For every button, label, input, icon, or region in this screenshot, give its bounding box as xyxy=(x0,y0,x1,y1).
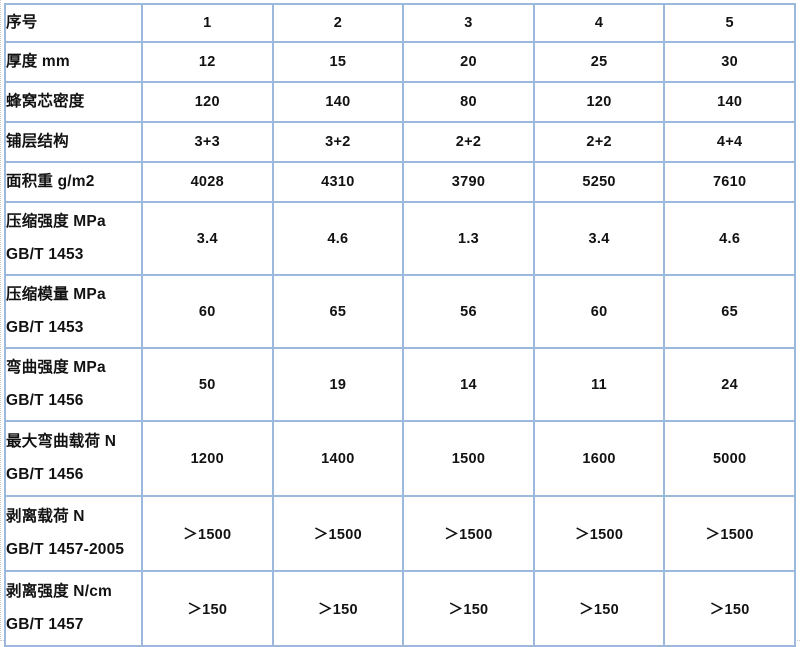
cell-compressive-modulus-3: 56 xyxy=(402,274,535,349)
cell-compressive-modulus-4: 60 xyxy=(532,274,666,349)
row-label-peel-strength: 剥离强度 N/cm GB/T 1457 xyxy=(4,570,143,647)
row-label-standard: GB/T 1456 xyxy=(6,392,84,409)
cell-layup-2: 3+2 xyxy=(271,121,405,163)
cell-peel-load-1: ＞1500 xyxy=(141,495,274,572)
row-label-standard: GB/T 1457 xyxy=(6,616,84,633)
row-label-text: 弯曲强度 MPa xyxy=(6,358,106,376)
row-label-standard: GB/T 1456 xyxy=(6,466,84,483)
cell-layup-5: 4+4 xyxy=(663,121,796,163)
cell-core-density-1: 120 xyxy=(141,81,274,123)
cell-thickness-4: 25 xyxy=(532,41,666,83)
table-row: 面积重 g/m2 4028 4310 3790 5250 7610 xyxy=(4,161,796,203)
cell-peel-load-5: ＞1500 xyxy=(663,495,796,572)
cell-peel-strength-2: ＞150 xyxy=(271,570,405,647)
cell-areal-weight-5: 7610 xyxy=(663,161,796,203)
row-label-text: 最大弯曲载荷 N xyxy=(6,432,117,450)
cell-core-density-3: 80 xyxy=(402,81,535,123)
cell-core-density-4: 120 xyxy=(532,81,666,123)
cell-core-density-5: 140 xyxy=(663,81,796,123)
column-header-3: 3 xyxy=(402,3,535,43)
cell-flexural-strength-3: 14 xyxy=(402,347,535,422)
honeycomb-panel-spec-table: 序号 1 2 3 4 5 厚度 mm 12 15 20 25 30 xyxy=(4,3,796,647)
cell-layup-1: 3+3 xyxy=(141,121,274,163)
cell-max-flexural-load-1: 1200 xyxy=(141,420,274,497)
cell-compressive-modulus-5: 65 xyxy=(663,274,796,349)
cell-compressive-modulus-2: 65 xyxy=(271,274,405,349)
row-label-text: 面积重 g/m2 xyxy=(6,172,95,190)
cell-max-flexural-load-4: 1600 xyxy=(532,420,666,497)
row-label-areal-weight: 面积重 g/m2 xyxy=(4,161,143,203)
cell-peel-strength-3: ＞150 xyxy=(402,570,535,647)
row-label-max-flexural-load: 最大弯曲载荷 N GB/T 1456 xyxy=(4,420,143,497)
row-label-text: 铺层结构 xyxy=(6,132,69,150)
row-label-standard: GB/T 1457-2005 xyxy=(6,541,125,558)
cell-max-flexural-load-5: 5000 xyxy=(663,420,796,497)
row-label-flexural-strength: 弯曲强度 MPa GB/T 1456 xyxy=(4,347,143,422)
row-label-thickness: 厚度 mm xyxy=(4,41,143,83)
cell-thickness-3: 20 xyxy=(402,41,535,83)
row-label-compressive-modulus: 压缩模量 MPa GB/T 1453 xyxy=(4,274,143,349)
table-row: 剥离强度 N/cm GB/T 1457 ＞150 ＞150 ＞150 ＞150 … xyxy=(4,570,796,647)
row-label-text: 蜂窝芯密度 xyxy=(6,92,85,110)
row-label-standard: GB/T 1453 xyxy=(6,319,84,336)
spec-table-body: 序号 1 2 3 4 5 厚度 mm 12 15 20 25 30 xyxy=(4,3,796,647)
cell-flexural-strength-5: 24 xyxy=(663,347,796,422)
row-label-layup-structure: 铺层结构 xyxy=(4,121,143,163)
cell-layup-4: 2+2 xyxy=(532,121,666,163)
row-label-text: 剥离强度 N/cm xyxy=(6,582,113,600)
cell-areal-weight-2: 4310 xyxy=(271,161,405,203)
row-label-compressive-strength: 压缩强度 MPa GB/T 1453 xyxy=(4,201,143,276)
column-header-5: 5 xyxy=(663,3,796,43)
row-label-standard: GB/T 1453 xyxy=(6,246,84,263)
row-label-core-density: 蜂窝芯密度 xyxy=(4,81,143,123)
cell-thickness-1: 12 xyxy=(141,41,274,83)
cell-peel-strength-5: ＞150 xyxy=(663,570,796,647)
column-header-1: 1 xyxy=(141,3,274,43)
cell-areal-weight-3: 3790 xyxy=(402,161,535,203)
cell-peel-load-3: ＞1500 xyxy=(402,495,535,572)
cell-compressive-strength-1: 3.4 xyxy=(141,201,274,276)
row-label-text: 厚度 mm xyxy=(6,52,70,70)
table-row: 厚度 mm 12 15 20 25 30 xyxy=(4,41,796,83)
cell-compressive-strength-5: 4.6 xyxy=(663,201,796,276)
cell-peel-load-4: ＞1500 xyxy=(532,495,666,572)
cell-flexural-strength-2: 19 xyxy=(271,347,405,422)
row-label-text: 剥离载荷 N xyxy=(6,507,85,525)
header-label-cell: 序号 xyxy=(4,3,143,43)
cell-peel-strength-4: ＞150 xyxy=(532,570,666,647)
column-header-2: 2 xyxy=(271,3,405,43)
cell-areal-weight-4: 5250 xyxy=(532,161,666,203)
cell-peel-strength-1: ＞150 xyxy=(141,570,274,647)
table-row: 最大弯曲载荷 N GB/T 1456 1200 1400 1500 1600 5… xyxy=(4,420,796,497)
table-row: 压缩模量 MPa GB/T 1453 60 65 56 60 65 xyxy=(4,274,796,349)
cell-peel-load-2: ＞1500 xyxy=(271,495,405,572)
row-label-text: 压缩强度 MPa xyxy=(6,212,106,230)
row-label-peel-load: 剥离载荷 N GB/T 1457-2005 xyxy=(4,495,143,572)
row-label-text: 压缩模量 MPa xyxy=(6,285,106,303)
table-row: 剥离载荷 N GB/T 1457-2005 ＞1500 ＞1500 ＞1500 … xyxy=(4,495,796,572)
cell-flexural-strength-4: 11 xyxy=(532,347,666,422)
table-row: 弯曲强度 MPa GB/T 1456 50 19 14 11 24 xyxy=(4,347,796,422)
table-row: 压缩强度 MPa GB/T 1453 3.4 4.6 1.3 3.4 4.6 xyxy=(4,201,796,276)
cell-compressive-strength-3: 1.3 xyxy=(402,201,535,276)
cell-max-flexural-load-3: 1500 xyxy=(402,420,535,497)
cell-max-flexural-load-2: 1400 xyxy=(271,420,405,497)
cell-flexural-strength-1: 50 xyxy=(141,347,274,422)
cell-areal-weight-1: 4028 xyxy=(141,161,274,203)
cell-thickness-5: 30 xyxy=(663,41,796,83)
header-label-text: 序号 xyxy=(6,13,38,31)
column-header-4: 4 xyxy=(532,3,666,43)
table-row: 铺层结构 3+3 3+2 2+2 2+2 4+4 xyxy=(4,121,796,163)
table-header-row: 序号 1 2 3 4 5 xyxy=(4,3,796,43)
cell-thickness-2: 15 xyxy=(271,41,405,83)
cell-compressive-strength-4: 3.4 xyxy=(532,201,666,276)
cell-compressive-strength-2: 4.6 xyxy=(271,201,405,276)
table-row: 蜂窝芯密度 120 140 80 120 140 xyxy=(4,81,796,123)
cell-core-density-2: 140 xyxy=(271,81,405,123)
cell-layup-3: 2+2 xyxy=(402,121,535,163)
cell-compressive-modulus-1: 60 xyxy=(141,274,274,349)
